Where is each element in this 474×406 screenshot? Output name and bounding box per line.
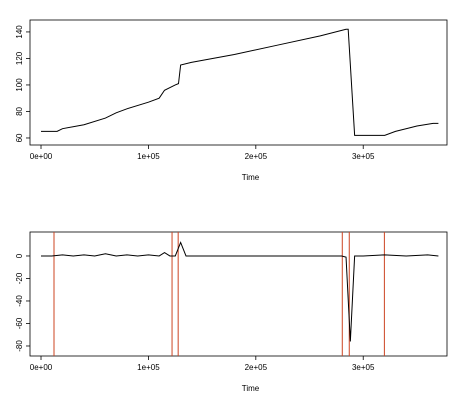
y-tick-label: 60 xyxy=(15,133,24,142)
y-tick-label: -20 xyxy=(15,272,24,284)
x-tick-label: 0e+00 xyxy=(30,363,53,372)
y-tick-label: 120 xyxy=(15,51,24,65)
x-axis-label: Time xyxy=(242,384,260,393)
plot-box xyxy=(29,19,448,146)
y-tick-label: -40 xyxy=(15,295,24,307)
x-tick-label: 3e+05 xyxy=(352,363,375,372)
y-tick-label: -60 xyxy=(15,317,24,329)
y-tick-label: 80 xyxy=(15,106,24,115)
series-line xyxy=(41,241,439,342)
y-tick-label: -80 xyxy=(15,340,24,352)
x-tick-label: 3e+05 xyxy=(352,152,375,161)
x-tick-label: 1e+05 xyxy=(137,363,160,372)
x-tick-label: 2e+05 xyxy=(245,152,268,161)
y-tick-label: 140 xyxy=(15,25,24,39)
plot-box xyxy=(29,231,448,357)
x-tick-label: 0e+00 xyxy=(30,152,53,161)
x-axis-label: Time xyxy=(242,173,260,182)
y-tick-label: 0 xyxy=(15,253,24,258)
x-tick-label: 1e+05 xyxy=(137,152,160,161)
series-line xyxy=(41,28,439,136)
y-tick-label: 100 xyxy=(15,78,24,92)
x-tick-label: 2e+05 xyxy=(245,363,268,372)
